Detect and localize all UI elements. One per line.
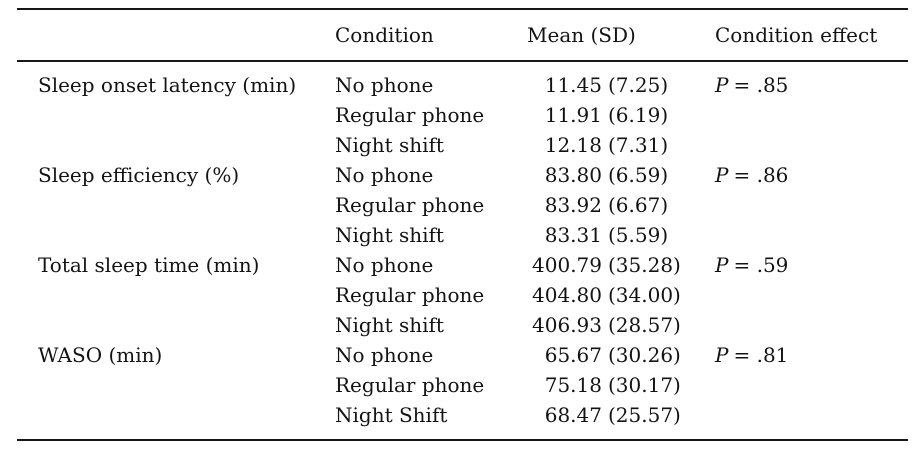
table-row: Night shift 83.31 (5.59): [17, 220, 908, 250]
condition-effect-cell: [715, 100, 908, 130]
measure-label: Sleep onset latency (min): [38, 73, 297, 97]
mean-value: 11.45: [544, 73, 602, 97]
sd-value: (30.26): [608, 343, 681, 367]
condition-effect-cell: P = .86: [715, 160, 908, 190]
results-table-container: Condition Mean (SD) Condition effect Sle…: [17, 8, 908, 441]
mean-sd-cell: 400.79 (35.28): [527, 250, 715, 280]
p-symbol: P: [715, 163, 729, 187]
measure-label: [17, 100, 335, 130]
sd-value: (34.00): [608, 283, 681, 307]
sd-value: (25.57): [608, 403, 681, 427]
condition-cell: No phone: [335, 73, 434, 97]
mean-sd-cell: 83.31 (5.59): [527, 220, 715, 250]
table-row: Regular phone 83.92 (6.67): [17, 190, 908, 220]
sd-value: (7.25): [608, 73, 669, 97]
sd-value: (5.59): [608, 223, 669, 247]
mean-value: 68.47: [544, 403, 602, 427]
condition-cell: Night shift: [335, 313, 444, 337]
table-row: Total sleep time (min) No phone 400.79 (3…: [17, 250, 908, 280]
condition-cell: No phone: [335, 343, 434, 367]
sd-value: (6.19): [608, 103, 669, 127]
measure-label: Total sleep time (min): [38, 253, 260, 277]
condition-cell: Night shift: [335, 133, 444, 157]
measure-label: [17, 280, 335, 310]
table-row: Sleep efficiency (%) No phone 83.80 (6.59…: [17, 160, 908, 190]
measure-label: Sleep efficiency (%): [38, 163, 240, 187]
measure-label: [17, 370, 335, 400]
condition-cell: Regular phone: [335, 373, 485, 397]
condition-effect-cell: P = .59: [715, 250, 908, 280]
mean-value: 83.31: [544, 223, 602, 247]
sd-value: (7.31): [608, 133, 669, 157]
header-condition-effect: Condition effect: [715, 23, 878, 47]
measure-label: [17, 130, 335, 160]
p-symbol: P: [715, 73, 729, 97]
header-condition: Condition: [335, 23, 434, 47]
measure-label: WASO (min): [38, 343, 163, 367]
table-row: Night shift 12.18 (7.31): [17, 130, 908, 160]
header-row: Condition Mean (SD) Condition effect: [17, 9, 908, 61]
p-value: = .85: [733, 73, 789, 97]
table-row: Sleep onset latency (min) No phone 11.45…: [17, 61, 908, 100]
measure-label: [17, 310, 335, 340]
mean-sd-cell: 12.18 (7.31): [527, 130, 715, 160]
table-row: Regular phone 11.91 (6.19): [17, 100, 908, 130]
sd-value: (28.57): [608, 313, 681, 337]
sd-value: (6.67): [608, 193, 669, 217]
condition-cell: Night shift: [335, 223, 444, 247]
condition-effect-cell: [715, 370, 908, 400]
measure-label: [17, 400, 335, 440]
mean-sd-cell: 83.92 (6.67): [527, 190, 715, 220]
measure-label: [17, 190, 335, 220]
table-row: Regular phone 404.80 (34.00): [17, 280, 908, 310]
p-value: = .81: [733, 343, 789, 367]
mean-value: 83.80: [544, 163, 602, 187]
condition-cell: Regular phone: [335, 193, 485, 217]
condition-effect-cell: [715, 280, 908, 310]
condition-cell: No phone: [335, 163, 434, 187]
p-symbol: P: [715, 343, 729, 367]
sleep-outcomes-table: Condition Mean (SD) Condition effect Sle…: [17, 8, 908, 441]
condition-effect-cell: [715, 310, 908, 340]
mean-value: 12.18: [544, 133, 602, 157]
condition-cell: No phone: [335, 253, 434, 277]
table-row: Night Shift 68.47 (25.57): [17, 400, 908, 440]
sd-value: (30.17): [608, 373, 681, 397]
table-row: Regular phone 75.18 (30.17): [17, 370, 908, 400]
sd-value: (6.59): [608, 163, 669, 187]
table-row: WASO (min) No phone 65.67 (30.26) P = .81: [17, 340, 908, 370]
condition-effect-cell: [715, 130, 908, 160]
p-value: = .86: [733, 163, 789, 187]
mean-value: 406.93: [532, 313, 602, 337]
mean-sd-cell: 75.18 (30.17): [527, 370, 715, 400]
mean-value: 75.18: [544, 373, 602, 397]
table-row: Night shift 406.93 (28.57): [17, 310, 908, 340]
mean-value: 83.92: [544, 193, 602, 217]
condition-effect-cell: P = .81: [715, 340, 908, 370]
mean-value: 404.80: [532, 283, 602, 307]
mean-sd-cell: 11.45 (7.25): [527, 61, 715, 100]
condition-effect-cell: P = .85: [715, 61, 908, 100]
mean-value: 400.79: [532, 253, 602, 277]
mean-sd-cell: 83.80 (6.59): [527, 160, 715, 190]
mean-sd-cell: 406.93 (28.57): [527, 310, 715, 340]
condition-effect-cell: [715, 190, 908, 220]
mean-sd-cell: 404.80 (34.00): [527, 280, 715, 310]
condition-cell: Night Shift: [335, 403, 448, 427]
p-symbol: P: [715, 253, 729, 277]
mean-sd-cell: 68.47 (25.57): [527, 400, 715, 440]
condition-effect-cell: [715, 220, 908, 250]
condition-cell: Regular phone: [335, 103, 485, 127]
header-measure: [17, 9, 335, 61]
mean-value: 65.67: [544, 343, 602, 367]
header-mean-sd: Mean (SD): [527, 23, 636, 47]
sd-value: (35.28): [608, 253, 681, 277]
p-value: = .59: [733, 253, 789, 277]
mean-sd-cell: 65.67 (30.26): [527, 340, 715, 370]
condition-effect-cell: [715, 400, 908, 440]
mean-value: 11.91: [544, 103, 602, 127]
mean-sd-cell: 11.91 (6.19): [527, 100, 715, 130]
condition-cell: Regular phone: [335, 283, 485, 307]
measure-label: [17, 220, 335, 250]
